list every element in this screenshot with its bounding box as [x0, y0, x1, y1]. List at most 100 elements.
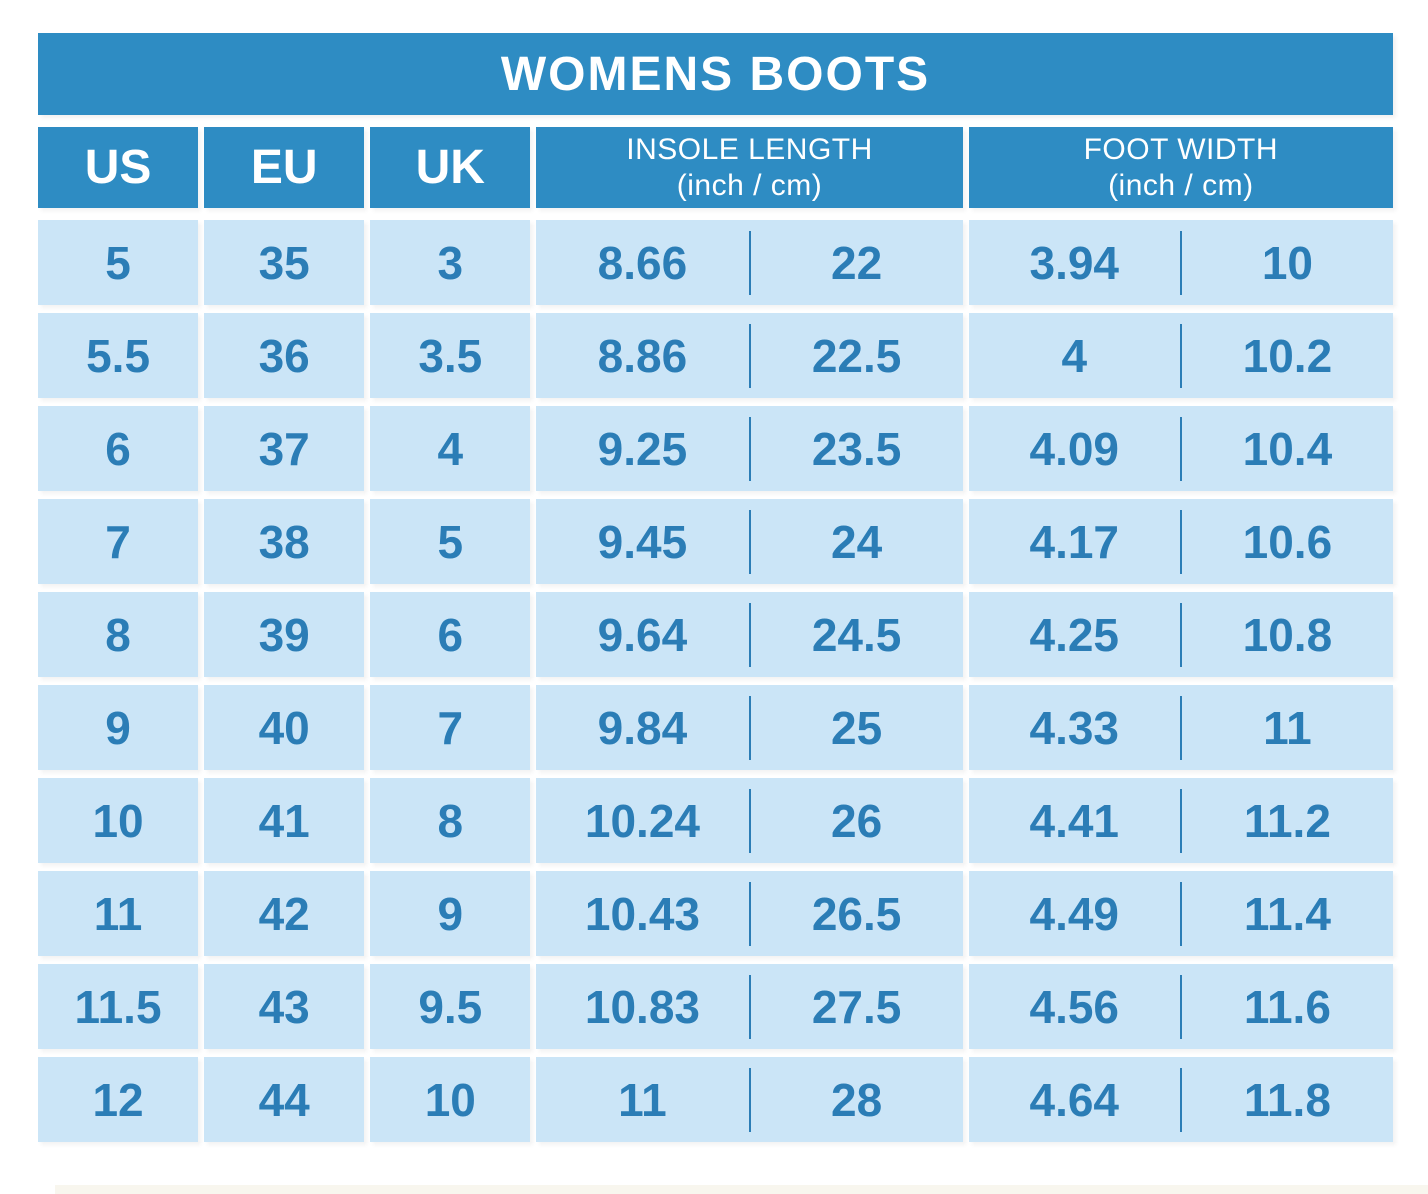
insole-length-cell: 10.24 26	[536, 778, 963, 863]
foot-width-inch-value: 4.33	[1029, 701, 1120, 754]
eu-size-cell: 40	[204, 685, 365, 770]
foot-width-inch-value: 4	[1061, 329, 1088, 382]
insole-length-inch-value: 8.86	[597, 329, 688, 382]
insole-length-inch-value: 10.83	[584, 980, 700, 1033]
insole-length-cm-value: 24	[831, 515, 883, 568]
eu-size-cell: 44	[204, 1057, 365, 1142]
uk-size-value: 4	[437, 422, 464, 475]
column-header-insole-length-units: (inch / cm)	[676, 168, 823, 202]
insole-length-inch-value: 11	[618, 1073, 667, 1126]
us-size-value: 12	[92, 1073, 144, 1126]
chart-title: WOMENS BOOTS	[500, 47, 931, 101]
uk-size-cell: 5	[370, 499, 531, 584]
eu-size-value: 38	[258, 515, 310, 568]
column-header-eu-label: EU	[250, 141, 318, 194]
cell-divider-line	[1179, 602, 1182, 667]
foot-width-cell: 4 10.2	[968, 313, 1393, 398]
eu-size-value: 41	[258, 794, 310, 847]
cell-divider-line	[1179, 974, 1182, 1039]
foot-width-inch-value: 4.49	[1029, 887, 1120, 940]
uk-size-cell: 9	[370, 871, 531, 956]
cell-divider-line	[1179, 695, 1182, 760]
foot-width-cm-value: 10.8	[1242, 608, 1333, 661]
foot-width-cm-value: 10	[1261, 236, 1313, 289]
insole-length-cell: 9.84 25	[536, 685, 963, 770]
insole-length-inch-value: 9.25	[597, 422, 688, 475]
cell-divider-line	[1179, 323, 1182, 388]
us-size-value: 11.5	[74, 980, 162, 1033]
eu-size-value: 39	[258, 608, 310, 661]
foot-width-cm-value: 11.6	[1243, 980, 1331, 1033]
uk-size-value: 6	[437, 608, 464, 661]
cell-divider-line	[748, 1067, 751, 1132]
column-header-us: US	[38, 127, 199, 208]
insole-length-inch-value: 8.66	[597, 236, 688, 289]
foot-width-cell: 4.64 11.8	[968, 1057, 1393, 1142]
cell-divider-line	[748, 695, 751, 760]
us-size-value: 6	[105, 422, 131, 475]
foot-width-cm-value: 11.8	[1243, 1073, 1331, 1126]
cell-divider-line	[748, 974, 751, 1039]
column-header-us-label: US	[84, 141, 152, 194]
foot-width-cm-value: 11.4	[1243, 887, 1331, 940]
cell-divider-line	[748, 323, 751, 388]
insole-length-cm-value: 26	[831, 794, 883, 847]
column-header-insole-length: INSOLE LENGTH (inch / cm)	[536, 127, 963, 208]
insole-length-inch-value: 10.24	[584, 794, 700, 847]
column-header-uk: UK	[370, 127, 531, 208]
page-bottom-strip	[55, 1185, 1428, 1194]
foot-width-cell: 4.49 11.4	[968, 871, 1393, 956]
uk-size-value: 9	[437, 887, 464, 940]
cell-divider-line	[748, 416, 751, 481]
eu-size-value: 42	[258, 887, 310, 940]
column-header-insole-length-label: INSOLE LENGTH	[626, 133, 873, 167]
eu-size-value: 37	[258, 422, 310, 475]
uk-size-cell: 3.5	[370, 313, 531, 398]
uk-size-value: 3.5	[418, 329, 483, 382]
insole-length-cm-value: 23.5	[811, 422, 902, 475]
eu-size-cell: 38	[204, 499, 365, 584]
eu-size-cell: 42	[204, 871, 365, 956]
us-size-cell: 5.5	[38, 313, 199, 398]
us-size-cell: 12	[38, 1057, 199, 1142]
foot-width-cell: 4.56 11.6	[968, 964, 1393, 1049]
uk-size-value: 5	[437, 515, 464, 568]
foot-width-inch-value: 4.09	[1029, 422, 1120, 475]
us-size-value: 9	[105, 701, 131, 754]
us-size-cell: 7	[38, 499, 199, 584]
cell-divider-line	[1179, 1067, 1182, 1132]
eu-size-cell: 35	[204, 220, 365, 305]
cell-divider-line	[1179, 416, 1182, 481]
eu-size-value: 35	[258, 236, 310, 289]
insole-length-inch-value: 10.43	[584, 887, 700, 940]
cell-divider-line	[748, 230, 751, 295]
insole-length-cm-value: 25	[831, 701, 883, 754]
uk-size-value: 3	[437, 236, 464, 289]
foot-width-inch-value: 4.56	[1029, 980, 1120, 1033]
uk-size-cell: 3	[370, 220, 531, 305]
insole-length-cell: 9.25 23.5	[536, 406, 963, 491]
foot-width-cm-value: 10.2	[1242, 329, 1333, 382]
eu-size-cell: 39	[204, 592, 365, 677]
column-header-foot-width-label: FOOT WIDTH	[1083, 133, 1279, 167]
cell-divider-line	[1179, 509, 1182, 574]
eu-size-value: 36	[258, 329, 310, 382]
us-size-cell: 5	[38, 220, 199, 305]
foot-width-cell: 4.41 11.2	[968, 778, 1393, 863]
insole-length-cm-value: 22	[831, 236, 883, 289]
uk-size-cell: 4	[370, 406, 531, 491]
insole-length-cell: 9.45 24	[536, 499, 963, 584]
us-size-cell: 9	[38, 685, 199, 770]
insole-length-cell: 8.66 22	[536, 220, 963, 305]
us-size-cell: 6	[38, 406, 199, 491]
foot-width-cm-value: 11.2	[1243, 794, 1331, 847]
chart-title-bar: WOMENS BOOTS	[38, 33, 1393, 115]
insole-length-cm-value: 26.5	[811, 887, 902, 940]
foot-width-cell: 4.17 10.6	[968, 499, 1393, 584]
foot-width-cm-value: 10.4	[1242, 422, 1333, 475]
foot-width-inch-value: 3.94	[1029, 236, 1120, 289]
uk-size-cell: 7	[370, 685, 531, 770]
uk-size-cell: 9.5	[370, 964, 531, 1049]
us-size-value: 5.5	[86, 329, 151, 382]
